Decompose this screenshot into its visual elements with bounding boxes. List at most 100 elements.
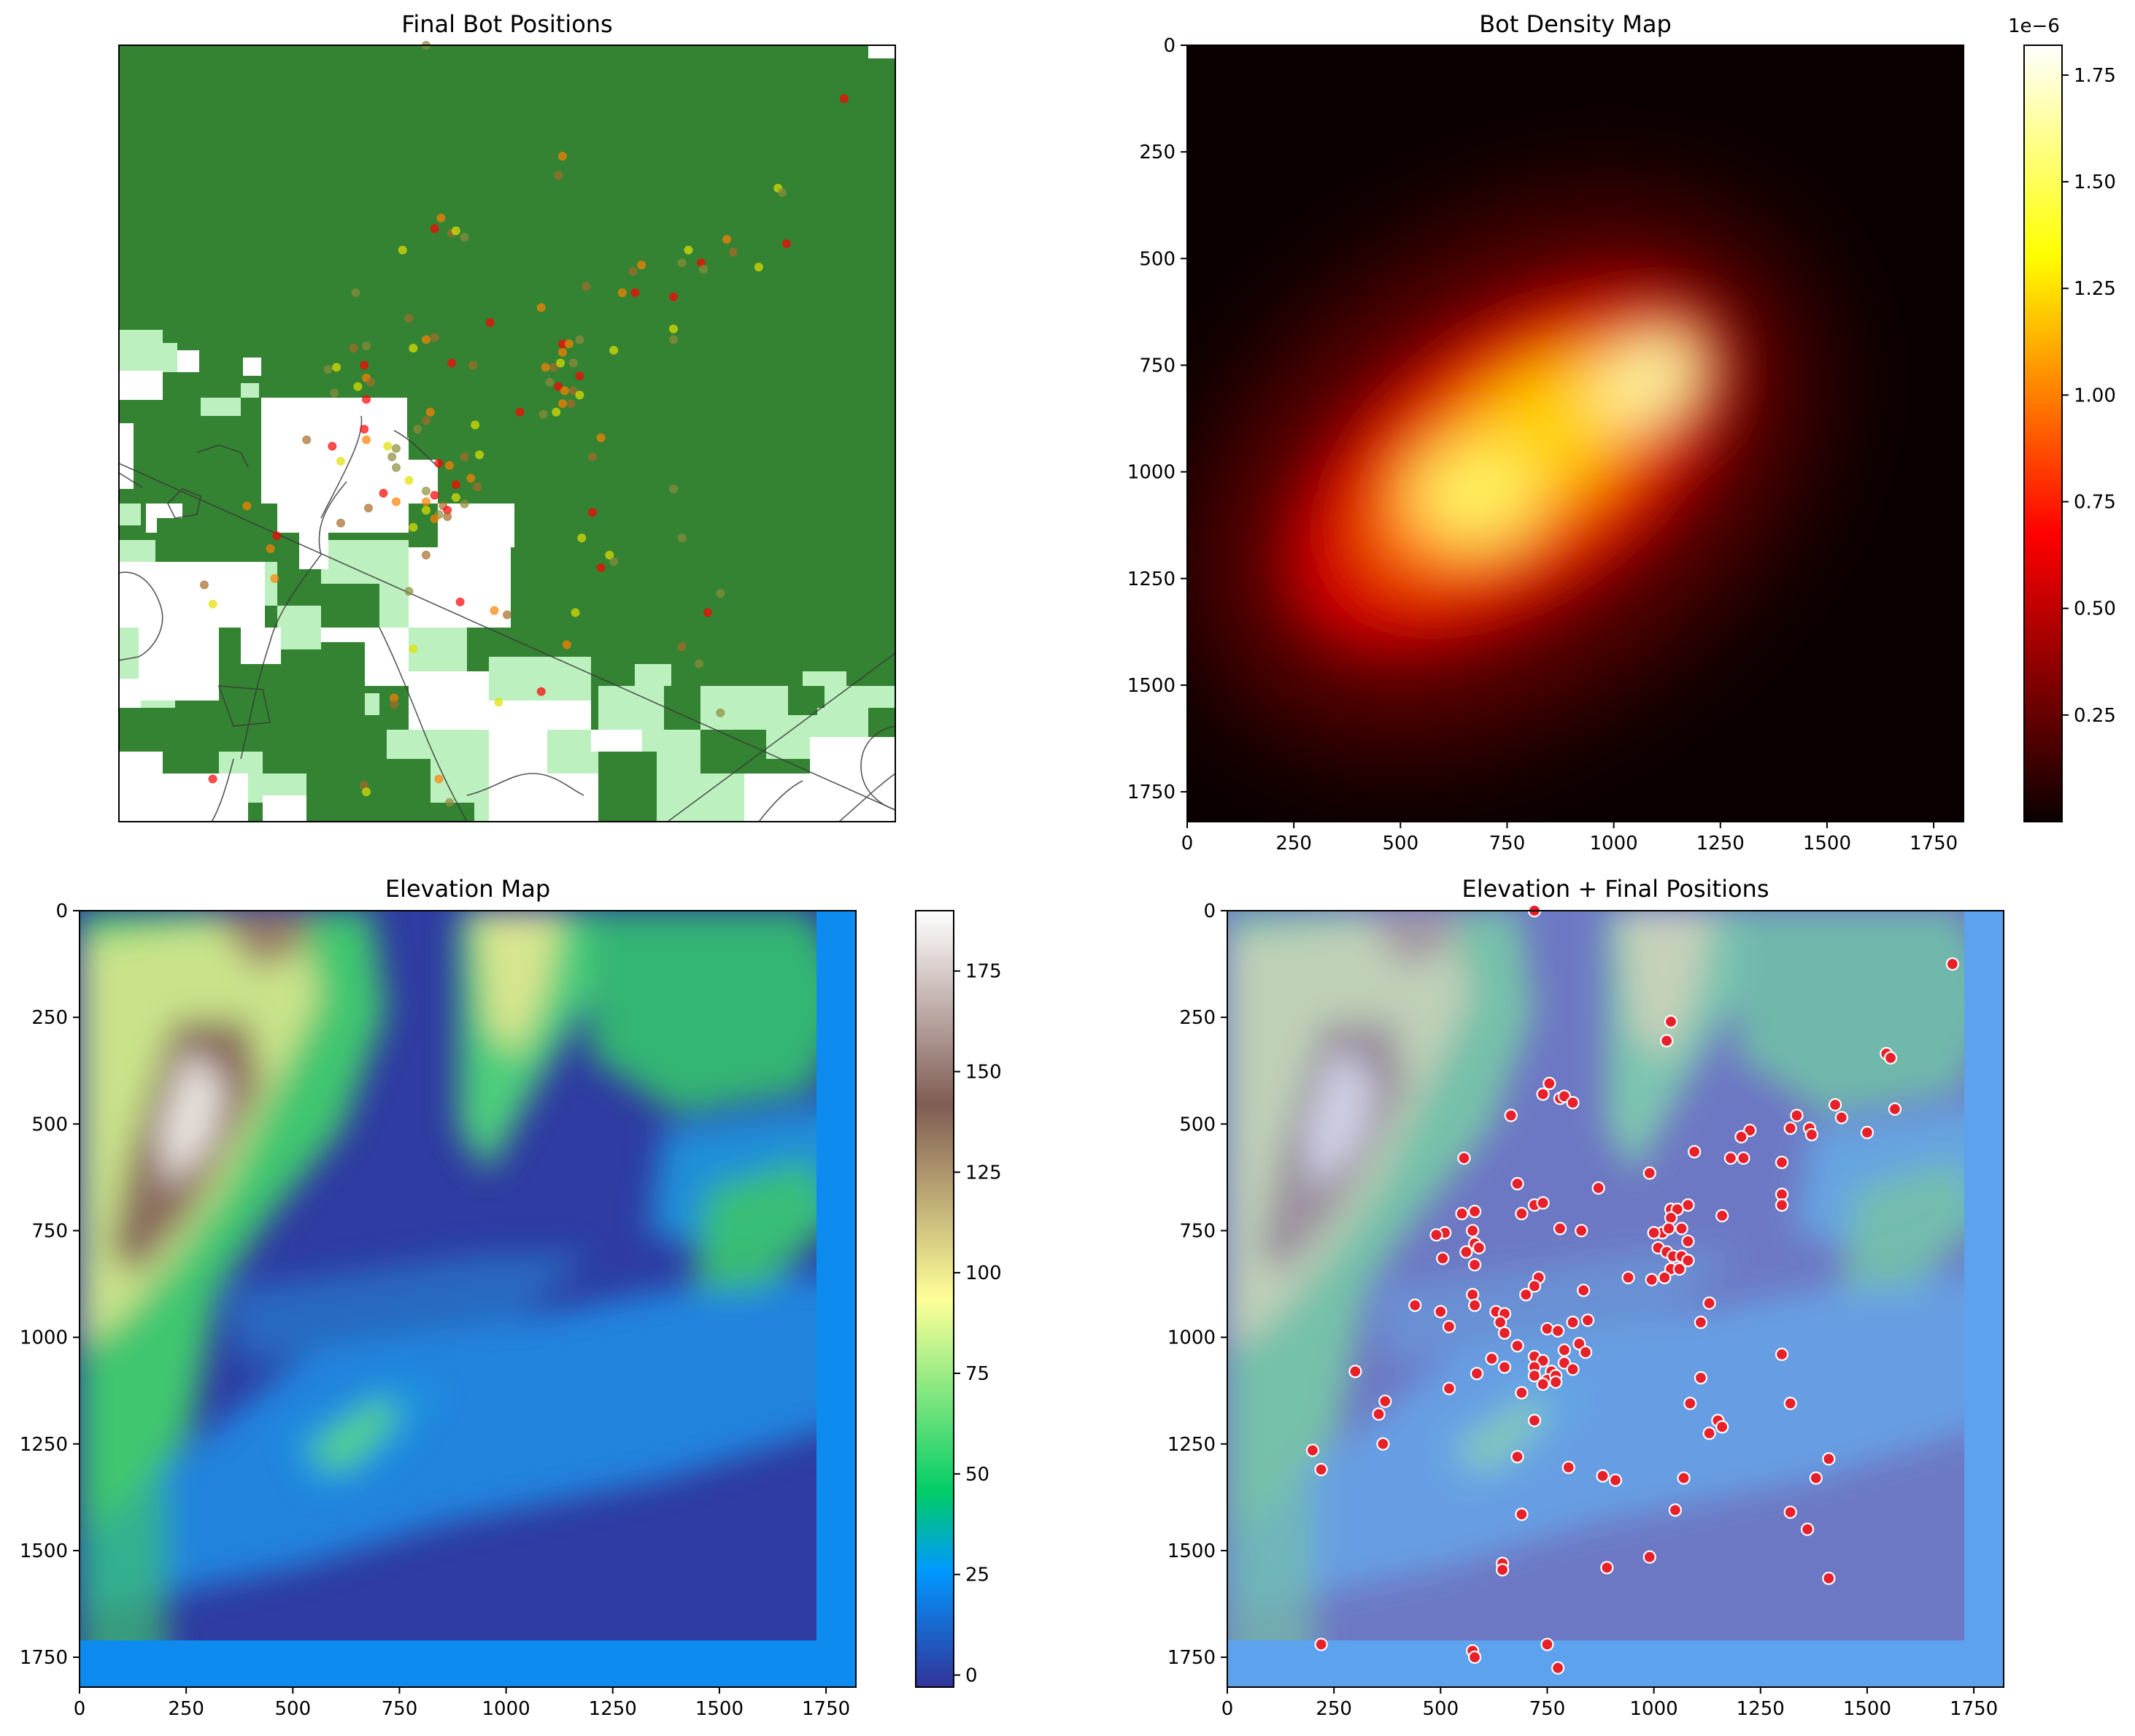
bot-position-point: [445, 460, 455, 470]
bot-position-point: [336, 518, 345, 528]
y-tick-label: 750: [31, 1220, 68, 1242]
final-position-point: [1497, 1360, 1512, 1374]
bot-position-point: [558, 152, 567, 161]
final-position-point: [1457, 1151, 1471, 1165]
final-position-point: [1668, 1503, 1682, 1517]
bot-position-point: [360, 360, 369, 370]
final-position-point: [1504, 1108, 1518, 1122]
y-tick-label: 1500: [1127, 675, 1175, 697]
final-position-point: [1467, 1298, 1482, 1312]
bot-position-point: [473, 482, 482, 492]
final-position-point: [1775, 1347, 1789, 1362]
bot-position-point: [421, 550, 431, 560]
final-position-point: [1561, 1460, 1575, 1475]
final-position-point: [1783, 1505, 1797, 1519]
elevation-background: [1227, 911, 2004, 1687]
bot-position-point: [596, 563, 606, 573]
final-position-point: [1378, 1394, 1392, 1408]
final-position-point: [1515, 1508, 1529, 1521]
final-position-point: [1577, 1284, 1591, 1297]
final-position-point: [1467, 1650, 1482, 1664]
bot-position-point: [409, 522, 418, 532]
final-position-point: [1675, 1222, 1688, 1235]
bot-position-point: [716, 589, 725, 598]
colorbar-tick-label: 0: [965, 1664, 978, 1686]
overlay-y-axis: 0 250 500 750 1000 1250 1500 1750: [1167, 900, 1227, 1669]
final-position-point: [1566, 1316, 1580, 1330]
bot-position-point: [404, 587, 414, 596]
x-tick-label: 1750: [1910, 833, 1958, 855]
bot-position-point: [387, 452, 397, 462]
bot-position-point: [695, 659, 704, 668]
y-tick-label: 1250: [1127, 568, 1175, 590]
y-tick-label: 500: [1179, 1114, 1216, 1135]
final-position-point: [1591, 1181, 1605, 1195]
x-tick-label: 1750: [1950, 1698, 1998, 1720]
bot-position-point: [366, 377, 375, 387]
colorbar-tick-label: 1.75: [2074, 65, 2116, 87]
bot-position-point: [208, 774, 217, 784]
bot-position-point: [630, 288, 640, 298]
final-position-point: [1809, 1471, 1823, 1485]
final-position-point: [1540, 1637, 1554, 1651]
final-position-point: [1580, 1313, 1595, 1327]
y-tick-label: 1000: [1167, 1327, 1216, 1349]
density-colorbar: 1e−6 0.25 0.50 0.75 1.00 1.25 1.50 1.75: [2008, 15, 2116, 822]
x-tick-label: 1250: [1737, 1698, 1785, 1720]
bot-position-point: [379, 488, 388, 498]
y-tick-label: 500: [1139, 248, 1175, 270]
x-tick-label: 0: [1181, 833, 1194, 855]
y-tick-label: 1250: [1167, 1434, 1216, 1456]
final-position-point: [1566, 1095, 1580, 1110]
final-position-point: [1543, 1076, 1556, 1090]
bot-position-point: [460, 452, 469, 462]
x-tick-label: 1500: [1803, 833, 1851, 855]
bot-position-point: [554, 382, 563, 391]
final-position-point: [1495, 1563, 1510, 1577]
bot-position-point: [549, 363, 559, 372]
colorbar-tick-label: 150: [965, 1062, 1002, 1084]
final-position-point: [1536, 1087, 1550, 1101]
y-tick-label: 1000: [1127, 462, 1175, 484]
final-position-point: [1737, 1151, 1750, 1165]
bot-position-point: [266, 544, 275, 553]
bot-position-point: [360, 425, 369, 434]
final-position-point: [1834, 1111, 1848, 1124]
colorbar-tick-label: 0.50: [2074, 598, 2116, 620]
colorbar-tick-label: 1.25: [2074, 278, 2116, 300]
final-position-point: [1459, 1245, 1473, 1259]
bot-position-point: [568, 386, 578, 396]
x-tick-label: 250: [1275, 833, 1312, 855]
final-position-point: [1536, 1377, 1550, 1392]
colorbar-tick-label: 100: [965, 1262, 1002, 1284]
bot-position-point: [617, 288, 627, 298]
final-position-point: [1305, 1443, 1320, 1457]
bot-position-point: [587, 452, 597, 462]
overlay-x-axis: 0 250 500 750 1000 1250 1500 1750: [1221, 1687, 1998, 1720]
y-tick-label: 250: [1179, 1007, 1216, 1029]
final-position-point: [1621, 1270, 1635, 1284]
bot-position-point: [568, 358, 578, 368]
y-tick-label: 0: [55, 900, 68, 922]
final-position-point: [1510, 1339, 1524, 1353]
bot-position-point: [564, 339, 574, 349]
bot-position-point: [447, 358, 456, 368]
final-position-point: [1828, 1097, 1842, 1112]
final-position-point: [1688, 1145, 1702, 1159]
final-position-point: [1888, 1102, 1902, 1116]
bot-position-point: [272, 531, 282, 541]
colorbar-tick-label: 0.25: [2074, 705, 2116, 727]
colorbar-tick-label: 175: [965, 961, 1002, 983]
bot-position-point: [536, 303, 546, 312]
bot-position-point: [451, 226, 460, 236]
colorbar-tick-label: 125: [965, 1162, 1002, 1184]
colorbar-tick-label: 1.00: [2074, 385, 2116, 406]
bot-position-point: [716, 708, 725, 717]
x-tick-label: 500: [1382, 833, 1418, 855]
x-tick-label: 500: [274, 1698, 311, 1720]
final-position-point: [1658, 1270, 1672, 1284]
bot-position-point: [362, 342, 371, 351]
bot-position-point: [754, 263, 763, 271]
final-position-point: [1723, 1151, 1737, 1165]
